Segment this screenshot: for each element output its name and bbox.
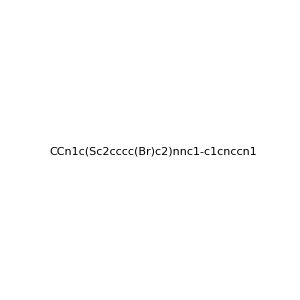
Text: CCn1c(Sc2cccc(Br)c2)nnc1-c1cnccn1: CCn1c(Sc2cccc(Br)c2)nnc1-c1cnccn1	[50, 146, 258, 157]
